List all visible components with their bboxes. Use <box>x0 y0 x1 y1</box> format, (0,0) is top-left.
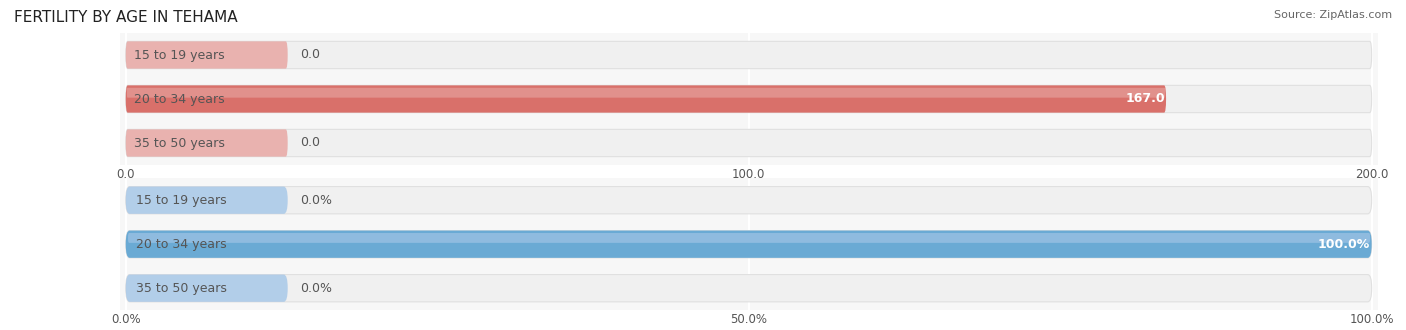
Text: 20 to 34 years: 20 to 34 years <box>136 238 226 251</box>
Text: Source: ZipAtlas.com: Source: ZipAtlas.com <box>1274 10 1392 20</box>
FancyBboxPatch shape <box>125 231 1372 258</box>
Text: 100.0%: 100.0% <box>1317 238 1369 251</box>
FancyBboxPatch shape <box>128 233 1369 243</box>
Text: 0.0: 0.0 <box>299 137 321 149</box>
FancyBboxPatch shape <box>127 88 1166 98</box>
FancyBboxPatch shape <box>125 41 288 69</box>
FancyBboxPatch shape <box>125 186 1372 214</box>
Text: 15 to 19 years: 15 to 19 years <box>136 194 226 207</box>
Text: 35 to 50 years: 35 to 50 years <box>136 282 226 295</box>
FancyBboxPatch shape <box>125 41 1372 69</box>
FancyBboxPatch shape <box>125 275 1372 302</box>
FancyBboxPatch shape <box>125 231 1372 258</box>
Text: 20 to 34 years: 20 to 34 years <box>134 92 225 106</box>
FancyBboxPatch shape <box>125 85 1166 113</box>
FancyBboxPatch shape <box>125 186 288 214</box>
Text: 0.0%: 0.0% <box>299 194 332 207</box>
Text: 35 to 50 years: 35 to 50 years <box>134 137 225 149</box>
Text: 15 to 19 years: 15 to 19 years <box>134 49 225 61</box>
FancyBboxPatch shape <box>125 275 288 302</box>
FancyBboxPatch shape <box>125 129 1372 157</box>
Text: 0.0%: 0.0% <box>299 282 332 295</box>
Text: 0.0: 0.0 <box>299 49 321 61</box>
FancyBboxPatch shape <box>125 129 288 157</box>
Text: FERTILITY BY AGE IN TEHAMA: FERTILITY BY AGE IN TEHAMA <box>14 10 238 25</box>
Text: 167.0: 167.0 <box>1125 92 1166 106</box>
FancyBboxPatch shape <box>125 85 1372 113</box>
